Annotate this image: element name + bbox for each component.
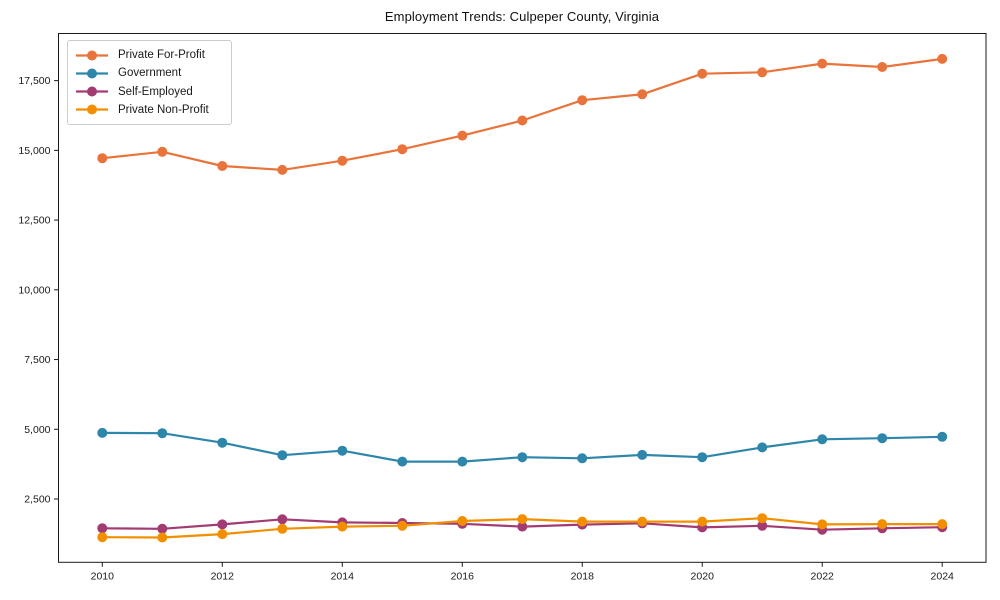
y-tick-label: 5,000 (24, 424, 50, 436)
y-tick-label: 7,500 (24, 354, 50, 366)
data-point-government-2020 (697, 452, 708, 463)
data-point-private-non-profit-2021 (757, 513, 768, 524)
x-tick-label: 2024 (931, 570, 955, 582)
data-point-private-for-profit-2023 (877, 62, 888, 72)
data-point-private-for-profit-2011 (157, 146, 168, 157)
data-point-private-for-profit-2010 (97, 153, 108, 164)
data-point-private-for-profit-2012 (217, 161, 228, 171)
data-point-private-for-profit-2014 (337, 155, 348, 166)
data-point-private-non-profit-2014 (337, 521, 348, 532)
x-tick-label: 2014 (331, 570, 355, 582)
legend-label-private-non-profit: Private Non-Profit (118, 103, 209, 116)
data-point-self-employed-2012 (217, 519, 228, 530)
legend-marker-icon (76, 50, 108, 61)
data-point-private-non-profit-2019 (637, 516, 648, 527)
data-point-government-2011 (157, 428, 168, 439)
data-point-government-2022 (817, 434, 828, 445)
data-point-private-non-profit-2013 (277, 523, 288, 534)
data-point-private-non-profit-2010 (97, 532, 108, 543)
data-point-private-for-profit-2015 (397, 144, 408, 155)
chart-legend: Private For-Profit Government Self-Employe… (67, 40, 232, 125)
data-point-private-for-profit-2018 (577, 95, 588, 106)
data-point-private-non-profit-2023 (877, 519, 888, 530)
data-point-self-employed-2011 (157, 523, 168, 534)
plot-frame (58, 33, 987, 563)
data-point-government-2016 (457, 456, 468, 467)
data-point-private-for-profit-2024 (937, 53, 948, 64)
chart-title: Employment Trends: Culpeper County, Virg… (384, 9, 660, 24)
data-point-government-2021 (757, 442, 768, 453)
data-point-government-2012 (217, 437, 228, 448)
x-tick-label: 2018 (571, 570, 595, 582)
data-point-private-for-profit-2019 (637, 89, 648, 100)
x-tick-label: 2020 (691, 570, 715, 582)
y-tick-label: 15,000 (18, 145, 50, 157)
data-point-private-non-profit-2018 (577, 516, 588, 527)
y-tick-label: 10,000 (18, 284, 50, 296)
legend-label-self-employed: Self-Employed (118, 85, 193, 98)
legend-item-self-employed: Self-Employed (75, 83, 221, 101)
data-point-self-employed-2021 (757, 520, 768, 531)
data-point-private-for-profit-2017 (517, 115, 528, 126)
data-point-private-non-profit-2012 (217, 529, 228, 540)
data-point-private-for-profit-2022 (817, 58, 828, 69)
data-point-government-2013 (277, 450, 288, 461)
data-point-private-for-profit-2013 (277, 164, 288, 175)
legend-item-government: Government (75, 64, 221, 82)
data-point-private-for-profit-2021 (757, 67, 768, 78)
data-point-private-non-profit-2022 (817, 519, 828, 530)
series-private-for-profit (97, 53, 948, 175)
data-point-self-employed-2013 (277, 514, 288, 525)
legend-label-government: Government (118, 67, 182, 80)
x-tick-label: 2010 (91, 570, 115, 582)
data-point-government-2015 (397, 456, 408, 467)
series-private-non-profit (97, 513, 948, 543)
x-tick-label: 2012 (211, 570, 235, 582)
x-tick-label: 2016 (451, 570, 475, 582)
data-point-private-for-profit-2020 (697, 68, 708, 79)
x-tick-label: 2022 (811, 570, 835, 582)
data-point-government-2017 (517, 452, 528, 463)
data-point-private-non-profit-2011 (157, 532, 168, 543)
data-point-private-non-profit-2015 (397, 520, 408, 531)
legend-marker-icon (76, 86, 108, 97)
data-point-government-2023 (877, 433, 888, 444)
data-point-government-2019 (637, 449, 648, 460)
data-point-private-non-profit-2020 (697, 516, 708, 527)
series-government (97, 427, 948, 467)
data-point-private-non-profit-2024 (937, 519, 948, 530)
data-point-private-non-profit-2016 (457, 516, 468, 526)
y-tick-label: 12,500 (18, 215, 50, 227)
data-point-private-non-profit-2017 (517, 514, 528, 525)
data-point-government-2018 (577, 453, 588, 464)
data-point-government-2014 (337, 445, 348, 456)
data-point-self-employed-2017 (517, 521, 528, 532)
legend-item-private-non-profit: Private Non-Profit (75, 101, 221, 119)
legend-label-private-for-profit: Private For-Profit (118, 49, 205, 62)
legend-marker-icon (76, 68, 108, 79)
data-point-self-employed-2010 (97, 523, 108, 534)
y-tick-label: 2,500 (24, 493, 50, 505)
data-point-government-2024 (937, 431, 948, 442)
y-tick-label: 17,500 (18, 75, 50, 87)
legend-marker-icon (76, 104, 108, 115)
legend-item-private-for-profit: Private For-Profit (75, 46, 221, 64)
data-point-private-for-profit-2016 (457, 130, 468, 141)
data-point-government-2010 (97, 427, 108, 438)
